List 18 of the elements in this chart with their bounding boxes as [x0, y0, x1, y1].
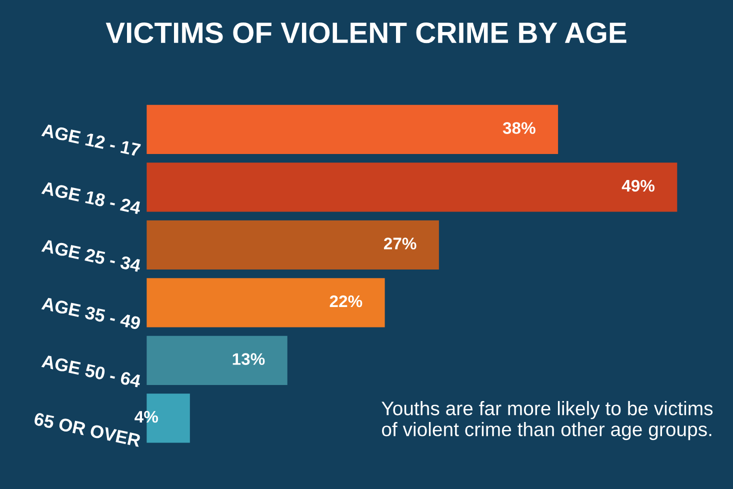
bar	[146, 162, 678, 212]
y-tick-label: AGE 25 - 34	[41, 238, 142, 272]
y-tick-label: AGE 50 - 64	[41, 354, 142, 388]
y-tick-label: AGE 35 - 49	[41, 296, 141, 330]
bar	[146, 336, 288, 386]
chart-title: VICTIMS OF VIOLENT CRIME BY AGE	[106, 22, 626, 44]
data-label: 27%	[384, 238, 416, 250]
y-tick-label: AGE 18 - 24	[41, 181, 142, 214]
data-label: 38%	[502, 122, 536, 134]
annotation: Youths are far more likely to be victims of violent crime than other age groups.	[382, 401, 713, 440]
data-label: 13%	[232, 353, 265, 365]
y-tick-label: AGE 12 - 17	[41, 123, 141, 157]
data-label: 4%	[134, 410, 158, 423]
data-label: 49%	[622, 180, 655, 192]
bar	[146, 220, 439, 270]
bar	[146, 104, 558, 154]
data-label: 22%	[330, 295, 362, 308]
bar	[146, 278, 385, 328]
